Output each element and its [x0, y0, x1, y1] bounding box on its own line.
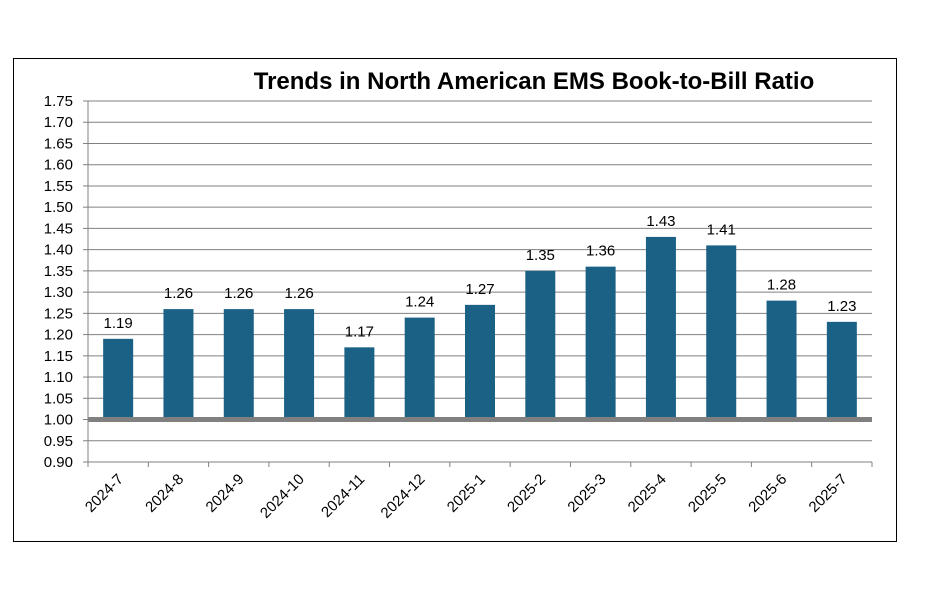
bar-2025-6 — [766, 300, 797, 420]
y-tick-label: 0.90 — [44, 454, 73, 471]
chart: Trends in North American EMS Book-to-Bil… — [44, 68, 873, 522]
bars — [103, 236, 857, 420]
bar-2024-9 — [223, 309, 254, 420]
y-tick-label: 1.30 — [44, 284, 73, 301]
data-label-2024-8: 1.26 — [164, 285, 193, 302]
data-label-2025-5: 1.41 — [707, 221, 736, 238]
x-tick-label-2024-7: 2024-7 — [82, 471, 127, 516]
x-tick-label-2024-10: 2024-10 — [257, 471, 308, 522]
x-tick-label-2024-9: 2024-9 — [203, 471, 248, 516]
bar-2025-7 — [826, 321, 857, 420]
y-tick-label: 1.75 — [44, 93, 73, 110]
y-axis-tick-labels: 1.75 1.70 1.65 1.60 1.55 1.50 1.45 1.40 1.35 1.30… — [44, 93, 73, 471]
data-label-2024-11: 1.17 — [345, 323, 374, 340]
data-label-2025-7: 1.23 — [827, 298, 856, 315]
y-tick-label: 1.25 — [44, 305, 73, 322]
data-label-2024-12: 1.24 — [405, 294, 434, 311]
chart-title: Trends in North American EMS Book-to-Bil… — [254, 68, 814, 95]
chart-frame: Trends in North American EMS Book-to-Bil… — [13, 58, 897, 542]
x-tick-label-2024-12: 2024-12 — [378, 471, 429, 522]
bar-2024-8 — [163, 309, 194, 420]
data-label-2025-1: 1.27 — [465, 281, 494, 298]
y-tick-label: 1.45 — [44, 220, 73, 237]
x-tick-label-2025-4: 2025-4 — [625, 471, 670, 516]
data-label-2024-10: 1.26 — [284, 285, 313, 302]
bar-2024-12 — [404, 317, 435, 420]
x-tick-label-2024-11: 2024-11 — [318, 471, 368, 521]
bar-2025-2 — [525, 270, 556, 420]
x-tick-label-2025-7: 2025-7 — [806, 471, 851, 516]
bar-2025-1 — [465, 304, 495, 420]
x-axis-tick-labels: 2024-7 2024-8 2024-9 2024-10 2024-11 2024-12 2… — [82, 471, 851, 522]
bar-2025-4 — [645, 236, 676, 420]
x-tick-label-2025-6: 2025-6 — [745, 471, 790, 516]
data-labels: 1.19 1.26 1.26 1.26 1.17 1.24 1.27 1.35 1.36 1.43… — [104, 213, 857, 340]
x-tick-label-2025-2: 2025-2 — [504, 471, 549, 516]
bar-2025-5 — [706, 245, 737, 420]
data-label-2025-6: 1.28 — [767, 277, 796, 294]
data-label-2025-4: 1.43 — [646, 213, 675, 230]
x-tick-label-2025-3: 2025-3 — [564, 471, 609, 516]
bar-2024-11 — [344, 347, 375, 420]
y-tick-label: 1.55 — [44, 178, 73, 195]
y-tick-label: 1.60 — [44, 157, 73, 174]
y-tick-label: 1.50 — [44, 199, 73, 216]
y-tick-label: 1.40 — [44, 242, 73, 259]
y-tick-label: 0.95 — [44, 433, 73, 450]
y-tick-label: 1.15 — [44, 348, 73, 365]
y-tick-label: 1.65 — [44, 135, 73, 152]
y-tick-label: 1.05 — [44, 390, 73, 407]
bar-2025-3 — [585, 266, 616, 420]
y-tick-label: 1.00 — [44, 412, 73, 429]
x-tick-label-2024-8: 2024-8 — [142, 471, 187, 516]
data-label-2025-2: 1.35 — [526, 247, 555, 264]
y-tick-label: 1.10 — [44, 369, 73, 386]
x-tick-label-2025-5: 2025-5 — [685, 471, 730, 516]
y-tick-label: 1.70 — [44, 114, 73, 131]
data-label-2025-3: 1.36 — [586, 243, 615, 260]
data-label-2024-7: 1.19 — [104, 315, 133, 332]
data-label-2024-9: 1.26 — [224, 285, 253, 302]
y-tick-label: 1.35 — [44, 263, 73, 280]
bar-2024-10 — [284, 309, 315, 420]
x-tick-label-2025-1: 2025-1 — [444, 471, 489, 516]
bar-2024-7 — [103, 338, 134, 420]
y-tick-label: 1.20 — [44, 327, 73, 344]
